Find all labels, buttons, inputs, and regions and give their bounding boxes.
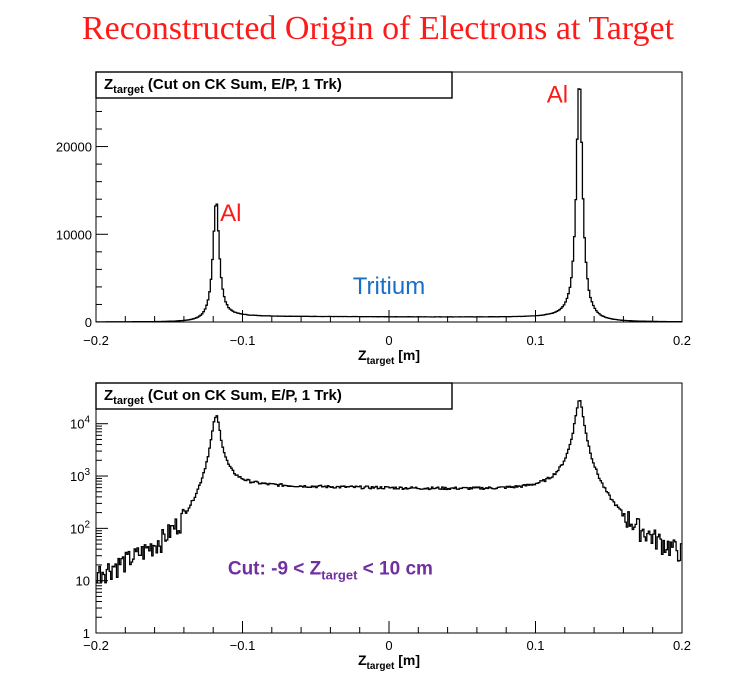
x-tick-label: 0.1 <box>526 638 544 653</box>
x-tick-label: 0.2 <box>673 333 691 348</box>
x-axis-label: Ztarget [m] <box>358 652 420 672</box>
histogram-line <box>96 88 682 323</box>
y-tick-label: 20000 <box>56 140 92 155</box>
cut-annotation: Cut: -9 < Ztarget < 10 cm <box>228 559 433 583</box>
x-axis-label: Ztarget [m] <box>358 347 420 367</box>
x-tick-label: −0.1 <box>230 638 256 653</box>
x-tick-label: 0 <box>385 638 392 653</box>
x-tick-label: 0.2 <box>673 638 691 653</box>
peak-annotation: Al <box>547 82 568 109</box>
histogram-title: Ztarget (Cut on CK Sum, E/P, 1 Trk) <box>104 76 342 96</box>
y-tick-label: 10000 <box>56 227 92 242</box>
page-title: Reconstructed Origin of Electrons at Tar… <box>81 10 675 47</box>
y-tick-label: 1 <box>83 626 90 641</box>
y-tick-label: 10 <box>76 574 90 589</box>
y-tick-label: 0 <box>85 315 92 330</box>
x-tick-label: −0.2 <box>83 638 109 653</box>
x-tick-label: 0 <box>385 333 392 348</box>
x-tick-label: 0.1 <box>526 333 544 348</box>
histogram-title-box <box>95 382 453 410</box>
peak-annotation: Tritium <box>353 273 425 300</box>
y-tick-label: 102 <box>70 519 90 536</box>
x-tick-label: −0.2 <box>83 333 109 348</box>
plot-frame <box>95 382 683 634</box>
peak-annotation: Al <box>220 200 241 227</box>
y-tick-label: 104 <box>70 415 90 432</box>
histogram-title-box <box>95 71 453 99</box>
x-tick-label: −0.1 <box>230 333 256 348</box>
y-tick-label: 103 <box>70 467 90 484</box>
histogram-title: Ztarget (Cut on CK Sum, E/P, 1 Trk) <box>104 387 342 407</box>
histogram-panel-1: −0.2 −0.1 0 0.1 0.2 0 10000 20000 Ztarget [m] Zta… <box>56 71 691 367</box>
histogram-line <box>96 400 682 584</box>
histogram-panel-2: −0.2 −0.1 0 0.1 0.2 1 10 102 103 104 Ztarget [m] Zt… <box>70 382 691 672</box>
